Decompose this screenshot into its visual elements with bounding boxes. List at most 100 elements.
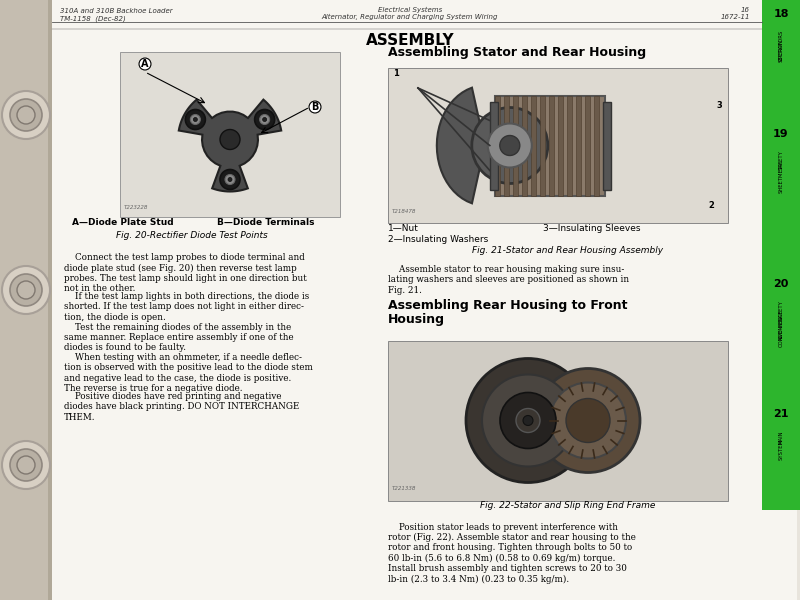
Text: TM-1158  (Dec-82): TM-1158 (Dec-82) bbox=[60, 15, 126, 22]
Circle shape bbox=[17, 106, 35, 124]
Circle shape bbox=[482, 374, 574, 467]
Circle shape bbox=[225, 175, 235, 185]
Text: 16: 16 bbox=[741, 7, 750, 13]
Circle shape bbox=[550, 383, 626, 458]
Circle shape bbox=[523, 415, 533, 425]
Bar bbox=[531, 95, 536, 196]
Bar bbox=[585, 95, 590, 196]
Circle shape bbox=[10, 99, 42, 131]
Text: B: B bbox=[311, 102, 318, 112]
Text: A: A bbox=[142, 59, 149, 69]
Text: T221338: T221338 bbox=[392, 487, 416, 491]
Bar bbox=[504, 95, 509, 196]
Text: ASSEMBLY: ASSEMBLY bbox=[366, 33, 454, 48]
Text: 3—Insulating Sleeves: 3—Insulating Sleeves bbox=[543, 224, 641, 233]
Bar bbox=[494, 95, 500, 196]
Circle shape bbox=[190, 115, 200, 124]
Text: Position stator leads to prevent interference with
rotor (Fig. 22). Assemble sta: Position stator leads to prevent interfe… bbox=[388, 523, 636, 584]
Text: CONVENIENCE: CONVENIENCE bbox=[778, 309, 783, 347]
Text: OPERATORS: OPERATORS bbox=[778, 30, 783, 61]
Text: Assembling Rear Housing to Front
Housing: Assembling Rear Housing to Front Housing bbox=[388, 298, 627, 326]
Text: Fig. 21-Stator and Rear Housing Assembly: Fig. 21-Stator and Rear Housing Assembly bbox=[473, 246, 663, 255]
Circle shape bbox=[536, 368, 640, 473]
Circle shape bbox=[516, 409, 540, 433]
Text: Electrical Systems: Electrical Systems bbox=[378, 7, 442, 13]
Circle shape bbox=[2, 91, 50, 139]
Circle shape bbox=[10, 274, 42, 306]
Circle shape bbox=[17, 456, 35, 474]
Circle shape bbox=[566, 398, 610, 443]
Text: 21: 21 bbox=[774, 409, 789, 419]
Polygon shape bbox=[178, 100, 282, 191]
Bar bbox=[540, 95, 545, 196]
Bar bbox=[566, 95, 572, 196]
Bar bbox=[48, 0, 52, 600]
Circle shape bbox=[254, 109, 274, 130]
Circle shape bbox=[500, 392, 556, 449]
Bar bbox=[490, 101, 498, 190]
Circle shape bbox=[488, 124, 532, 167]
Text: 19: 19 bbox=[773, 129, 789, 139]
Circle shape bbox=[186, 109, 206, 130]
Text: A—Diode Plate Stud: A—Diode Plate Stud bbox=[72, 218, 174, 227]
Text: B—Diode Terminals: B—Diode Terminals bbox=[217, 218, 314, 227]
Text: When testing with an ohmmeter, if a needle deflec-
tion is observed with the pos: When testing with an ohmmeter, if a need… bbox=[64, 353, 313, 393]
Bar bbox=[0, 0, 52, 600]
Bar bbox=[522, 95, 526, 196]
Bar bbox=[494, 95, 605, 196]
Text: SYSTEM: SYSTEM bbox=[778, 439, 783, 460]
Text: MAIN: MAIN bbox=[778, 430, 783, 443]
Text: SHEETMETAL: SHEETMETAL bbox=[778, 159, 783, 193]
Text: Fig. 22-Stator and Slip Ring End Frame: Fig. 22-Stator and Slip Ring End Frame bbox=[480, 502, 656, 511]
Text: 2—Insulating Washers: 2—Insulating Washers bbox=[388, 235, 488, 244]
Circle shape bbox=[10, 449, 42, 481]
Bar bbox=[388, 340, 728, 500]
Bar bbox=[603, 101, 611, 190]
Text: 1: 1 bbox=[393, 69, 399, 78]
Text: 2: 2 bbox=[708, 201, 714, 210]
Text: Assembling Stator and Rear Housing: Assembling Stator and Rear Housing bbox=[388, 46, 646, 59]
Text: 1672-11: 1672-11 bbox=[721, 14, 750, 20]
Text: Fig. 20-Rectifier Diode Test Points: Fig. 20-Rectifier Diode Test Points bbox=[116, 231, 268, 240]
Bar bbox=[388, 68, 728, 223]
Circle shape bbox=[260, 115, 270, 124]
Text: SAFETY: SAFETY bbox=[778, 150, 783, 170]
Bar bbox=[513, 95, 518, 196]
Text: Test the remaining diodes of the assembly in the
same manner. Replace entire ass: Test the remaining diodes of the assembl… bbox=[64, 323, 294, 352]
Text: Assemble stator to rear housing making sure insu-
lating washers and sleeves are: Assemble stator to rear housing making s… bbox=[388, 265, 629, 295]
Circle shape bbox=[220, 169, 240, 190]
Circle shape bbox=[262, 118, 266, 121]
Text: T218478: T218478 bbox=[392, 209, 416, 214]
Circle shape bbox=[220, 130, 240, 149]
Text: If the test lamp lights in both directions, the diode is
shorted. If the test la: If the test lamp lights in both directio… bbox=[64, 292, 310, 322]
Text: SECTION: SECTION bbox=[778, 39, 783, 62]
Text: 20: 20 bbox=[774, 279, 789, 289]
Bar bbox=[549, 95, 554, 196]
Bar bbox=[762, 0, 800, 120]
Circle shape bbox=[466, 358, 590, 482]
Bar bbox=[762, 120, 800, 270]
Text: 1—Nut: 1—Nut bbox=[388, 224, 419, 233]
Bar bbox=[762, 270, 800, 400]
Circle shape bbox=[2, 441, 50, 489]
Text: T223228: T223228 bbox=[124, 205, 148, 210]
Circle shape bbox=[228, 178, 232, 181]
Bar bbox=[762, 400, 800, 510]
Circle shape bbox=[472, 107, 548, 184]
Text: ADD-INS: ADD-INS bbox=[778, 318, 783, 340]
Text: Alternator, Regulator and Charging System Wiring: Alternator, Regulator and Charging Syste… bbox=[322, 14, 498, 20]
Polygon shape bbox=[437, 88, 485, 203]
Circle shape bbox=[500, 136, 520, 155]
Text: 310A and 310B Backhoe Loader: 310A and 310B Backhoe Loader bbox=[60, 8, 173, 14]
Text: Connect the test lamp probes to diode terminal and
diode plate stud (see Fig. 20: Connect the test lamp probes to diode te… bbox=[64, 253, 306, 293]
Circle shape bbox=[194, 118, 198, 121]
Text: 18: 18 bbox=[774, 9, 789, 19]
Circle shape bbox=[17, 281, 35, 299]
Bar bbox=[120, 52, 340, 217]
Text: SAFETY: SAFETY bbox=[778, 300, 783, 320]
Text: 3: 3 bbox=[716, 101, 722, 110]
Bar bbox=[594, 95, 598, 196]
Text: Positive diodes have red printing and negative
diodes have black printing. DO NO: Positive diodes have red printing and ne… bbox=[64, 392, 299, 422]
Circle shape bbox=[2, 266, 50, 314]
Bar bbox=[576, 95, 581, 196]
